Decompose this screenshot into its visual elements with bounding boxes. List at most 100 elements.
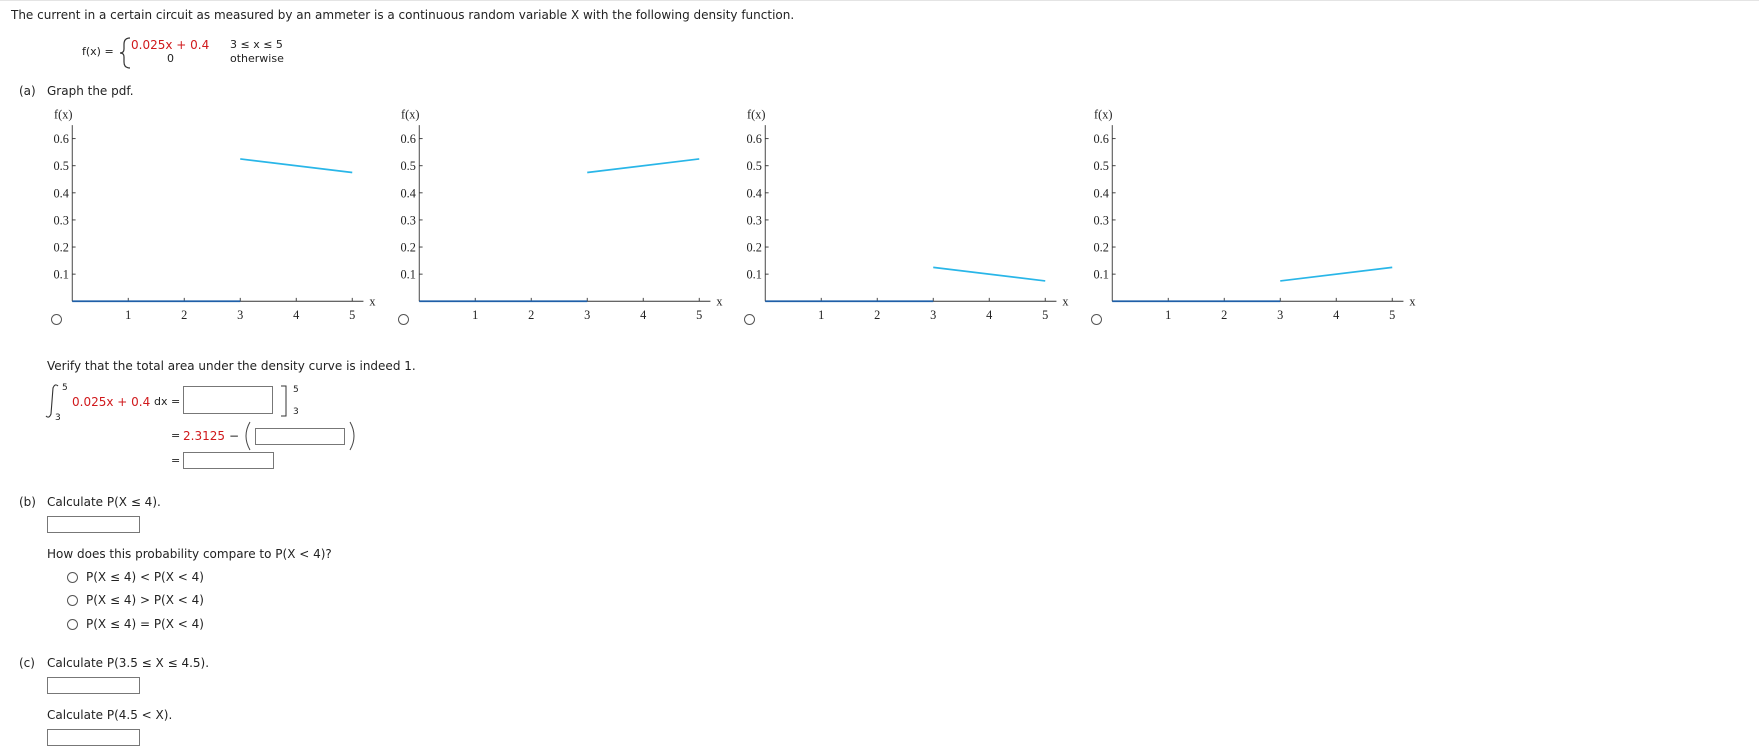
x-tick-label: 3: [1277, 308, 1283, 322]
answer-input[interactable]: [47, 729, 140, 746]
x-tick-label: 2: [181, 308, 187, 322]
y-tick-label: 0.6: [1093, 132, 1108, 146]
option-radio[interactable]: [67, 595, 78, 606]
pdf-line: [240, 158, 353, 174]
y-tick-label: 0.3: [400, 213, 415, 227]
integral-lower: 3: [55, 413, 61, 423]
x-tick-label: 2: [528, 308, 534, 322]
graph-option[interactable]: [1091, 314, 1102, 325]
x-tick-label: 1: [818, 308, 824, 322]
y-tick-label: 0.6: [400, 132, 415, 146]
x-tick-label: 3: [584, 308, 590, 322]
top-rule: [0, 0, 1759, 1]
verify-text: Verify that the total area under the den…: [47, 359, 416, 373]
pdf-graph: f(x) x 0.1 0.2 0.3 0.4 0.5 0.6 1 2 3 4 5: [746, 108, 1068, 322]
option-radio[interactable]: [67, 619, 78, 630]
prompt: Graph the pdf.: [47, 84, 134, 98]
x-tick-label: 3: [930, 308, 936, 322]
pdf-graph: f(x) x 0.1 0.2 0.3 0.4 0.5 0.6 1 2 3 4 5: [1093, 108, 1415, 322]
density-other-cond: otherwise: [230, 52, 284, 65]
answer-input[interactable]: [255, 428, 345, 445]
y-tick-label: 0.5: [1093, 159, 1108, 173]
answer-input[interactable]: [47, 677, 140, 694]
graph-option[interactable]: [744, 314, 755, 325]
integrand: 0.025x + 0.4: [72, 395, 151, 409]
part-label: (b): [19, 495, 36, 509]
pdf-graph: f(x) x 0.1 0.2 0.3 0.4 0.5 0.6 1 2 3 4 5: [400, 108, 722, 322]
x-tick-label: 5: [349, 308, 355, 322]
y-tick-label: 0.3: [53, 213, 68, 227]
x-tick-label: 5: [696, 308, 702, 322]
y-tick-label: 0.2: [53, 241, 68, 255]
pdf-line: [1280, 266, 1393, 282]
graph-option[interactable]: [51, 314, 62, 325]
y-tick-label: 0.4: [1093, 186, 1108, 200]
y-tick-label: 0.5: [53, 159, 68, 173]
y-tick-label: 0.2: [1093, 241, 1108, 255]
y-tick-label: 0.2: [400, 241, 415, 255]
question: How does this probability compare to P(X…: [47, 547, 332, 561]
x-tick-label: 2: [874, 308, 880, 322]
y-tick-label: 0.5: [746, 159, 761, 173]
x-axis-label: x: [369, 295, 375, 309]
y-tick-label: 0.2: [746, 241, 761, 255]
x-tick-label: 1: [125, 308, 131, 322]
option-radio[interactable]: [67, 572, 78, 583]
x-tick-label: 5: [1389, 308, 1395, 322]
integral-upper: 5: [62, 383, 68, 393]
y-axis-label: f(x): [54, 108, 72, 122]
y-tick-label: 0.4: [746, 186, 761, 200]
answer-input[interactable]: [183, 452, 274, 469]
x-tick-label: 4: [293, 308, 299, 322]
pdf-line: [587, 158, 700, 174]
y-tick-label: 0.6: [53, 132, 68, 146]
brace: [119, 37, 131, 69]
x-tick-label: 4: [1333, 308, 1339, 322]
step-value: 2.3125: [183, 429, 225, 443]
y-axis-label: f(x): [401, 108, 419, 122]
density-lhs: f(x) =: [82, 45, 114, 58]
x-axis-label: x: [716, 295, 722, 309]
part-label: (c): [19, 656, 35, 670]
answer-input[interactable]: [183, 386, 273, 414]
y-tick-label: 0.5: [400, 159, 415, 173]
y-tick-label: 0.1: [746, 268, 761, 282]
prompt: Calculate P(X ≤ 4).: [47, 495, 161, 509]
equals: =: [171, 429, 181, 442]
eval-lower: 3: [293, 407, 299, 417]
answer-input[interactable]: [47, 516, 140, 533]
y-tick-label: 0.4: [400, 186, 415, 200]
y-tick-label: 0.3: [1093, 213, 1108, 227]
equals: =: [171, 454, 181, 467]
y-tick-label: 0.6: [746, 132, 761, 146]
integral-dx: dx =: [154, 395, 181, 408]
density-expr: 0.025x + 0.4: [131, 38, 210, 52]
y-axis-label: f(x): [747, 108, 765, 122]
density-cond: 3 ≤ x ≤ 5: [230, 38, 283, 51]
y-tick-label: 0.4: [53, 186, 68, 200]
y-tick-label: 0.3: [746, 213, 761, 227]
y-tick-label: 0.1: [53, 268, 68, 282]
graph-option[interactable]: [398, 314, 409, 325]
option-label[interactable]: P(X ≤ 4) = P(X < 4): [86, 617, 204, 631]
paren-close: [349, 421, 355, 451]
pdf-graph: f(x) x 0.1 0.2 0.3 0.4 0.5 0.6 1 2 3 4 5: [53, 108, 375, 322]
part-label: (a): [19, 84, 36, 98]
x-tick-label: 1: [1165, 308, 1171, 322]
pdf-line: [933, 266, 1046, 282]
x-tick-label: 1: [472, 308, 478, 322]
x-axis-label: x: [1062, 295, 1068, 309]
x-axis-label: x: [1409, 295, 1415, 309]
option-label[interactable]: P(X ≤ 4) > P(X < 4): [86, 593, 204, 607]
option-label[interactable]: P(X ≤ 4) < P(X < 4): [86, 570, 204, 584]
eval-bracket: [281, 385, 287, 417]
x-tick-label: 2: [1221, 308, 1227, 322]
integral-sign: [45, 384, 59, 418]
intro-text: The current in a certain circuit as meas…: [11, 8, 795, 22]
y-tick-label: 0.1: [400, 268, 415, 282]
prompt: Calculate P(3.5 ≤ X ≤ 4.5).: [47, 656, 210, 670]
y-tick-label: 0.1: [1093, 268, 1108, 282]
y-axis-label: f(x): [1094, 108, 1112, 122]
x-tick-label: 3: [237, 308, 243, 322]
